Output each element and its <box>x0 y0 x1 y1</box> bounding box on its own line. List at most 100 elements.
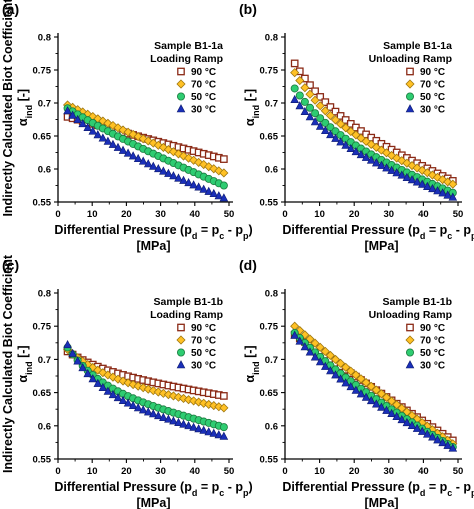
triangle-marker <box>98 133 108 142</box>
triangle-marker <box>148 409 158 418</box>
y-axis-symbol: αind [-] <box>16 345 34 382</box>
legend-triangle-marker <box>176 360 186 369</box>
x-tick-label: 50 <box>453 209 464 220</box>
triangle-marker <box>68 348 77 357</box>
label-part: Differential Pressure (p <box>282 480 420 494</box>
triangle-marker <box>295 336 305 345</box>
triangle-marker <box>315 357 325 366</box>
triangle-marker <box>443 190 453 199</box>
x-tick-label: 0 <box>55 209 60 220</box>
panel-letter: (b) <box>239 1 257 17</box>
triangle-marker <box>128 400 138 409</box>
legend-label: 70 °C <box>420 336 445 347</box>
triangle-marker <box>448 443 458 452</box>
y-axis-symbol: αind [-] <box>16 89 34 126</box>
y-tick-label: 0.8 <box>265 33 278 44</box>
label-part: ) <box>249 480 253 494</box>
triangle-marker <box>412 177 422 186</box>
triangle-marker <box>366 155 376 164</box>
label-part: ) <box>249 223 253 237</box>
legend-diamond-marker <box>405 335 415 345</box>
triangle-marker <box>346 143 356 153</box>
subscript: c <box>447 488 452 498</box>
y-tick-label: 0.6 <box>265 165 278 176</box>
legend-circle-marker <box>405 348 414 357</box>
x-tick-label: 40 <box>190 209 201 220</box>
triangle-marker <box>407 420 417 430</box>
triangle-marker <box>428 183 437 193</box>
triangle-marker <box>351 385 361 394</box>
y-tick-label: 0.7 <box>38 99 51 110</box>
square-marker <box>220 392 228 400</box>
x-tick-label: 10 <box>314 209 325 220</box>
label-part: - p <box>224 223 243 237</box>
legend-circle-marker <box>405 92 414 101</box>
y-tick-label: 0.65 <box>260 388 279 399</box>
diamond-marker <box>219 403 229 413</box>
chart-panel: (c) 0.55 0.6 0.65 0.7 0.75 0.8 0 10 20 30 40 50 Diffe… <box>1 254 253 509</box>
legend-label: 90 °C <box>191 67 216 78</box>
y-tick-label: 0.6 <box>38 421 51 432</box>
triangle-marker <box>219 193 229 202</box>
legend-square-marker <box>406 67 414 76</box>
triangle-marker <box>423 181 432 190</box>
legend-triangle-marker <box>405 104 415 113</box>
triangle-marker <box>154 164 163 173</box>
y-tick-label: 0.75 <box>33 66 52 77</box>
x-tick-label: 30 <box>155 209 166 220</box>
label-part: α <box>243 118 257 126</box>
circle-marker <box>219 181 228 190</box>
x-tick-label: 20 <box>349 209 360 220</box>
triangle-marker <box>214 191 224 200</box>
triangle-marker <box>194 424 203 433</box>
square-marker <box>316 93 325 101</box>
x-tick-label: 0 <box>55 466 60 477</box>
diamond-marker <box>315 342 325 352</box>
triangle-marker <box>174 173 183 182</box>
triangle-marker <box>300 342 310 351</box>
y-axis-symbol: αind [-] <box>243 345 261 382</box>
triangle-marker <box>118 145 128 154</box>
x-axis-unit: [MPa] <box>364 239 398 253</box>
triangle-marker <box>290 94 299 103</box>
triangle-marker <box>78 363 87 372</box>
y-tick-label: 0.55 <box>33 198 52 209</box>
triangle-marker <box>93 378 103 387</box>
triangle-marker <box>417 426 427 435</box>
triangle-marker <box>184 177 193 187</box>
circle-marker <box>305 103 314 112</box>
legend-square-marker <box>177 67 185 76</box>
square-marker <box>311 87 319 96</box>
triangle-marker <box>372 158 381 167</box>
subscript: p <box>243 231 249 241</box>
triangle-marker <box>123 398 133 407</box>
triangle-marker <box>387 408 396 417</box>
diamond-marker <box>387 396 397 406</box>
triangle-marker <box>154 411 163 420</box>
triangle-marker <box>88 126 98 135</box>
diamond-marker <box>346 366 356 376</box>
data-series <box>290 330 458 452</box>
triangle-marker <box>346 381 356 391</box>
triangle-marker <box>108 389 118 399</box>
label-part: [-] <box>16 345 30 361</box>
y-tick-label: 0.55 <box>260 198 279 209</box>
legend-label: 30 °C <box>420 361 445 372</box>
diamond-marker <box>336 119 346 129</box>
diamond-marker <box>341 362 351 372</box>
square-marker <box>341 116 350 124</box>
subscript: d <box>192 488 198 498</box>
chart-annotation: Sample B1-1a <box>154 40 223 52</box>
x-tick-label: 10 <box>87 466 98 477</box>
diamond-marker <box>320 346 330 356</box>
legend-square-marker <box>406 323 414 332</box>
triangle-marker <box>392 168 401 177</box>
label-part: = p <box>197 480 219 494</box>
triangle-marker <box>184 421 193 430</box>
circle-marker <box>300 97 309 106</box>
circle-marker <box>295 91 304 100</box>
circle-marker <box>311 109 320 118</box>
triangle-marker <box>189 180 198 189</box>
label-part: - p <box>224 480 243 494</box>
